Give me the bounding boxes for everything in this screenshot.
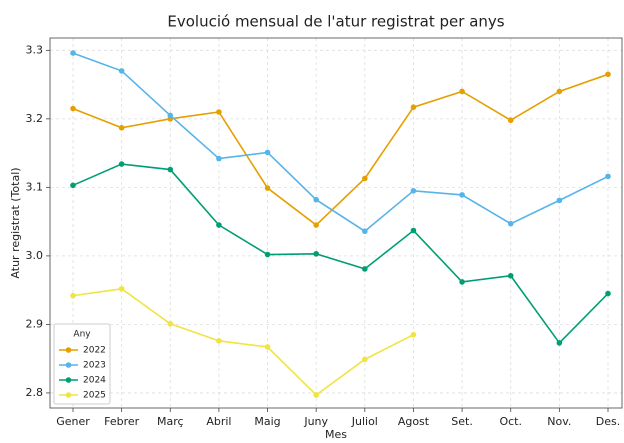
data-point: [605, 173, 611, 180]
y-tick-label: 3.2: [26, 112, 44, 125]
legend-label: 2024: [83, 376, 106, 386]
data-point: [459, 88, 465, 95]
data-point: [167, 320, 174, 327]
x-tick-label: Febrer: [104, 415, 140, 428]
x-tick-label: Abril: [206, 415, 231, 428]
data-point: [556, 197, 563, 204]
data-point: [264, 344, 271, 350]
data-point: [264, 185, 271, 191]
legend-marker: [65, 392, 72, 398]
x-tick-label: Agost: [398, 415, 430, 428]
data-point: [362, 356, 368, 363]
chart-title: Evolució mensual de l'atur registrat per…: [167, 13, 504, 31]
data-point: [118, 161, 125, 167]
legend-marker: [65, 377, 72, 383]
data-point: [70, 182, 76, 189]
x-tick-label: Març: [157, 415, 184, 428]
data-point: [118, 68, 125, 74]
data-point: [410, 227, 417, 234]
data-point: [507, 117, 514, 124]
data-point: [313, 222, 319, 228]
x-tick-label: Maig: [254, 415, 280, 428]
data-point: [605, 290, 611, 297]
x-tick-label: Set.: [451, 415, 473, 428]
data-point: [167, 112, 174, 119]
x-tick-label: Des.: [596, 415, 620, 428]
legend-title: Any: [73, 330, 91, 340]
y-tick-label: 3.3: [26, 43, 44, 56]
legend-label: 2022: [83, 346, 106, 356]
data-point: [70, 105, 76, 112]
data-point: [216, 222, 222, 228]
x-tick-label: Nov.: [547, 415, 571, 428]
data-point: [118, 124, 125, 131]
y-tick-label: 3.0: [26, 249, 44, 262]
y-tick-label: 3.1: [26, 180, 44, 193]
data-point: [313, 196, 319, 203]
data-point: [118, 285, 125, 292]
data-point: [507, 220, 514, 227]
data-point: [70, 50, 76, 56]
data-point: [459, 192, 465, 198]
data-point: [264, 251, 271, 258]
data-point: [556, 88, 563, 95]
x-tick-label: Oct.: [499, 415, 522, 428]
data-point: [362, 228, 368, 235]
data-point: [264, 149, 271, 156]
data-point: [70, 292, 76, 299]
legend-marker: [65, 347, 72, 353]
x-tick-label: Juliol: [351, 415, 378, 428]
legend-marker: [65, 362, 72, 368]
data-point: [410, 104, 417, 111]
plot-frame: [49, 37, 623, 409]
data-point: [556, 340, 563, 346]
data-point: [167, 166, 174, 173]
data-point: [216, 338, 222, 344]
data-point: [605, 71, 611, 78]
series-line: [72, 73, 609, 227]
series-line: [72, 287, 414, 397]
x-axis-label: Mes: [325, 428, 347, 441]
x-tick-label: Juny: [303, 415, 328, 428]
y-tick-label: 2.8: [26, 386, 44, 399]
legend-label: 2023: [83, 361, 106, 371]
data-point: [313, 392, 319, 398]
series-line: [72, 163, 609, 345]
x-tick-label: Gener: [56, 415, 90, 428]
legend-label: 2025: [83, 391, 106, 401]
data-point: [410, 331, 417, 338]
y-axis-label: Atur registrat (Total): [9, 167, 22, 278]
data-point: [362, 266, 368, 272]
data-point: [216, 155, 222, 162]
data-point: [313, 251, 319, 257]
data-point: [410, 187, 417, 194]
y-tick-label: 2.9: [26, 317, 44, 330]
data-point: [459, 279, 465, 285]
series-line: [72, 52, 609, 233]
data-point: [216, 109, 222, 115]
legend: Any 2022 2023 2024 2025: [53, 323, 111, 405]
data-point: [362, 175, 368, 182]
legend-box: [53, 323, 111, 405]
data-point: [507, 272, 514, 279]
